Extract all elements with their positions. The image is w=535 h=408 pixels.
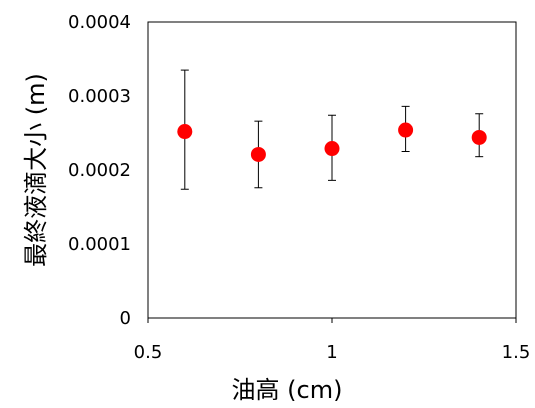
y-tick-label: 0.0003	[68, 86, 131, 107]
x-axis-title: 油高 (cm)	[232, 376, 343, 404]
data-point	[471, 129, 487, 145]
y-tick-label: 0	[120, 308, 131, 329]
data-point	[177, 124, 193, 140]
data-point	[398, 122, 414, 138]
y-tick-label: 0.0004	[68, 12, 131, 33]
data-point	[324, 141, 340, 157]
y-axis-title: 最終液滴大小 (m)	[22, 73, 50, 267]
x-tick-labels: 0.5 1 1.5	[134, 342, 531, 363]
x-tick-label: 1.5	[502, 342, 531, 363]
data-point	[250, 146, 266, 162]
x-tick-label: 0.5	[134, 342, 163, 363]
y-tick-label: 0.0002	[68, 160, 131, 181]
y-tick-label: 0.0001	[68, 234, 131, 255]
x-tick-label: 1	[326, 342, 337, 363]
data-points	[177, 122, 487, 162]
x-tick-marks	[147, 318, 517, 323]
y-tick-labels: 0 0.0001 0.0002 0.0003 0.0004	[68, 12, 131, 329]
